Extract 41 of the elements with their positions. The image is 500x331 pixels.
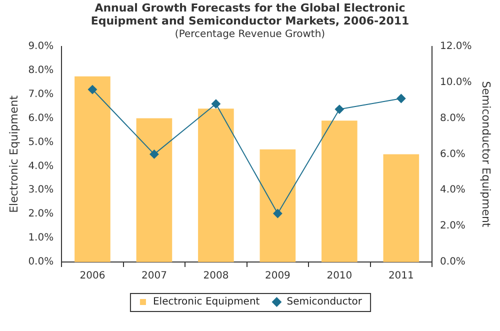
bar	[383, 154, 420, 262]
y2-tick-label: 2.0%	[440, 220, 466, 232]
y-tick-label: 0.0%	[28, 256, 54, 268]
y-tick-label: 5.0%	[28, 136, 54, 148]
bar	[260, 149, 296, 262]
y2-tick-label: 4.0%	[440, 184, 466, 196]
x-tick-label: 2006	[80, 270, 106, 282]
legend-label: Electronic Equipment	[152, 296, 260, 308]
chart-title: Annual Growth Forecasts for the Global Electronic Equipment and Semiconductor Markets, 2006-2011	[90, 1, 410, 28]
y-tick-label: 8.0%	[28, 64, 54, 76]
x-tick-label: 2008	[203, 270, 229, 282]
y-tick-label: 3.0%	[28, 184, 54, 196]
y-axis-title: Electronic Equipment	[7, 94, 20, 213]
bar	[136, 118, 172, 262]
y2-tick-label: 12.0%	[440, 40, 472, 52]
y-tick-label: 4.0%	[28, 160, 54, 172]
x-tick-label: 2009	[264, 270, 290, 282]
y-tick-label: 1.0%	[28, 232, 54, 244]
bar	[198, 108, 234, 262]
y2-tick-label: 6.0%	[440, 148, 466, 160]
chart-subtitle: (Percentage Revenue Growth)	[174, 28, 326, 40]
point	[396, 94, 406, 104]
point	[150, 150, 159, 159]
y2-axis-title: Semiconductor Equipment	[480, 81, 493, 228]
x-tick-label: 2007	[141, 270, 167, 282]
y-tick-label: 2.0%	[28, 208, 54, 220]
x-tick-label: 2011	[388, 270, 414, 282]
x-tick-label: 2010	[326, 270, 352, 282]
bar	[322, 120, 358, 262]
y-tick-label: 7.0%	[28, 88, 54, 100]
point	[334, 104, 344, 114]
y2-tick-label: 0.0%	[440, 256, 466, 268]
y-tick-label: 6.0%	[28, 112, 54, 124]
y2-tick-label: 8.0%	[440, 112, 466, 124]
y-tick-label: 9.0%	[28, 40, 54, 52]
point	[273, 208, 282, 218]
bar	[74, 76, 110, 262]
legend-label: Semiconductor	[286, 296, 363, 308]
point	[88, 85, 97, 94]
point	[211, 99, 220, 108]
y2-tick-label: 10.0%	[440, 76, 472, 88]
